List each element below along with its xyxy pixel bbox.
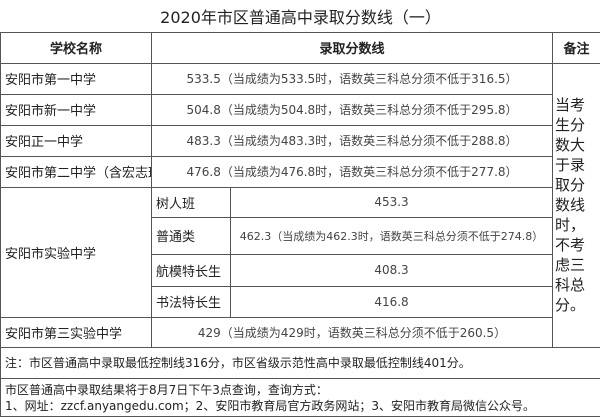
header-score: 录取分数线: [152, 32, 553, 63]
school-name: 安阳正一中学: [1, 125, 152, 156]
school-name: 安阳市新一中学: [1, 94, 152, 125]
table-row: 安阳市第二中学（含宏志班） 476.8（当成绩为476.8时，语数英三科总分须不…: [1, 156, 600, 187]
table-row: 安阳正一中学 483.3（当成绩为483.3时，语数英三科总分须不低于288.8…: [1, 125, 600, 156]
score-cell: 429（当成绩为429时，语数英三科总分须不低于260.5）: [152, 317, 553, 347]
score-cell: 416.8: [231, 286, 553, 317]
school-name: 安阳市第二中学（含宏志班）: [1, 156, 152, 187]
score-cell: 533.5（当成绩为533.5时，语数英三科总分须不低于316.5）: [152, 63, 553, 94]
table-row: 安阳市第三实验中学 429（当成绩为429时，语数英三科总分须不低于260.5）: [1, 317, 600, 347]
table-row: 安阳市新一中学 504.8（当成绩为504.8时，语数英三科总分须不低于295.…: [1, 94, 600, 125]
footer-info: 市区普通高中录取结果将于8月7日下午3点查询，查询方式： 1、网址：zzcf.a…: [1, 378, 600, 416]
footer-line-2: 1、网址：zzcf.anyangedu.com；2、安阳市教育局官方政务网站；3…: [5, 398, 596, 414]
class-name: 普通类: [152, 217, 231, 254]
score-cell: 462.3（当成绩为462.3时，语数英三科总分须不低于274.8）: [231, 217, 553, 254]
class-name: 树人班: [152, 187, 231, 217]
header-remark: 备注: [553, 32, 600, 63]
class-name: 航模特长生: [152, 254, 231, 286]
table-row: 安阳市第一中学 533.5（当成绩为533.5时，语数英三科总分须不低于316.…: [1, 63, 600, 94]
school-name: 安阳市第三实验中学: [1, 317, 152, 347]
score-cell: 483.3（当成绩为483.3时，语数英三科总分须不低于288.8）: [152, 125, 553, 156]
note: 注：市区普通高中录取最低控制线316分，市区省级示范性高中录取最低控制线401分…: [1, 347, 600, 378]
remark-cell: 当考生分数大于录取分数线时，不考虑三科总分。: [553, 63, 600, 347]
school-name: 安阳市第一中学: [1, 63, 152, 94]
score-cell: 408.3: [231, 254, 553, 286]
table-row: 安阳市实验中学 树人班 453.3: [1, 187, 600, 217]
score-cell: 504.8（当成绩为504.8时，语数英三科总分须不低于295.8）: [152, 94, 553, 125]
score-cell: 476.8（当成绩为476.8时，语数英三科总分须不低于277.8）: [152, 156, 553, 187]
score-cell: 453.3: [231, 187, 553, 217]
footer-line-1: 市区普通高中录取结果将于8月7日下午3点查询，查询方式：: [5, 382, 596, 398]
header-school: 学校名称: [1, 32, 152, 63]
table-title: 2020年市区普通高中录取分数线（一）: [1, 0, 600, 32]
school-name: 安阳市实验中学: [1, 187, 152, 317]
class-name: 书法特长生: [152, 286, 231, 317]
